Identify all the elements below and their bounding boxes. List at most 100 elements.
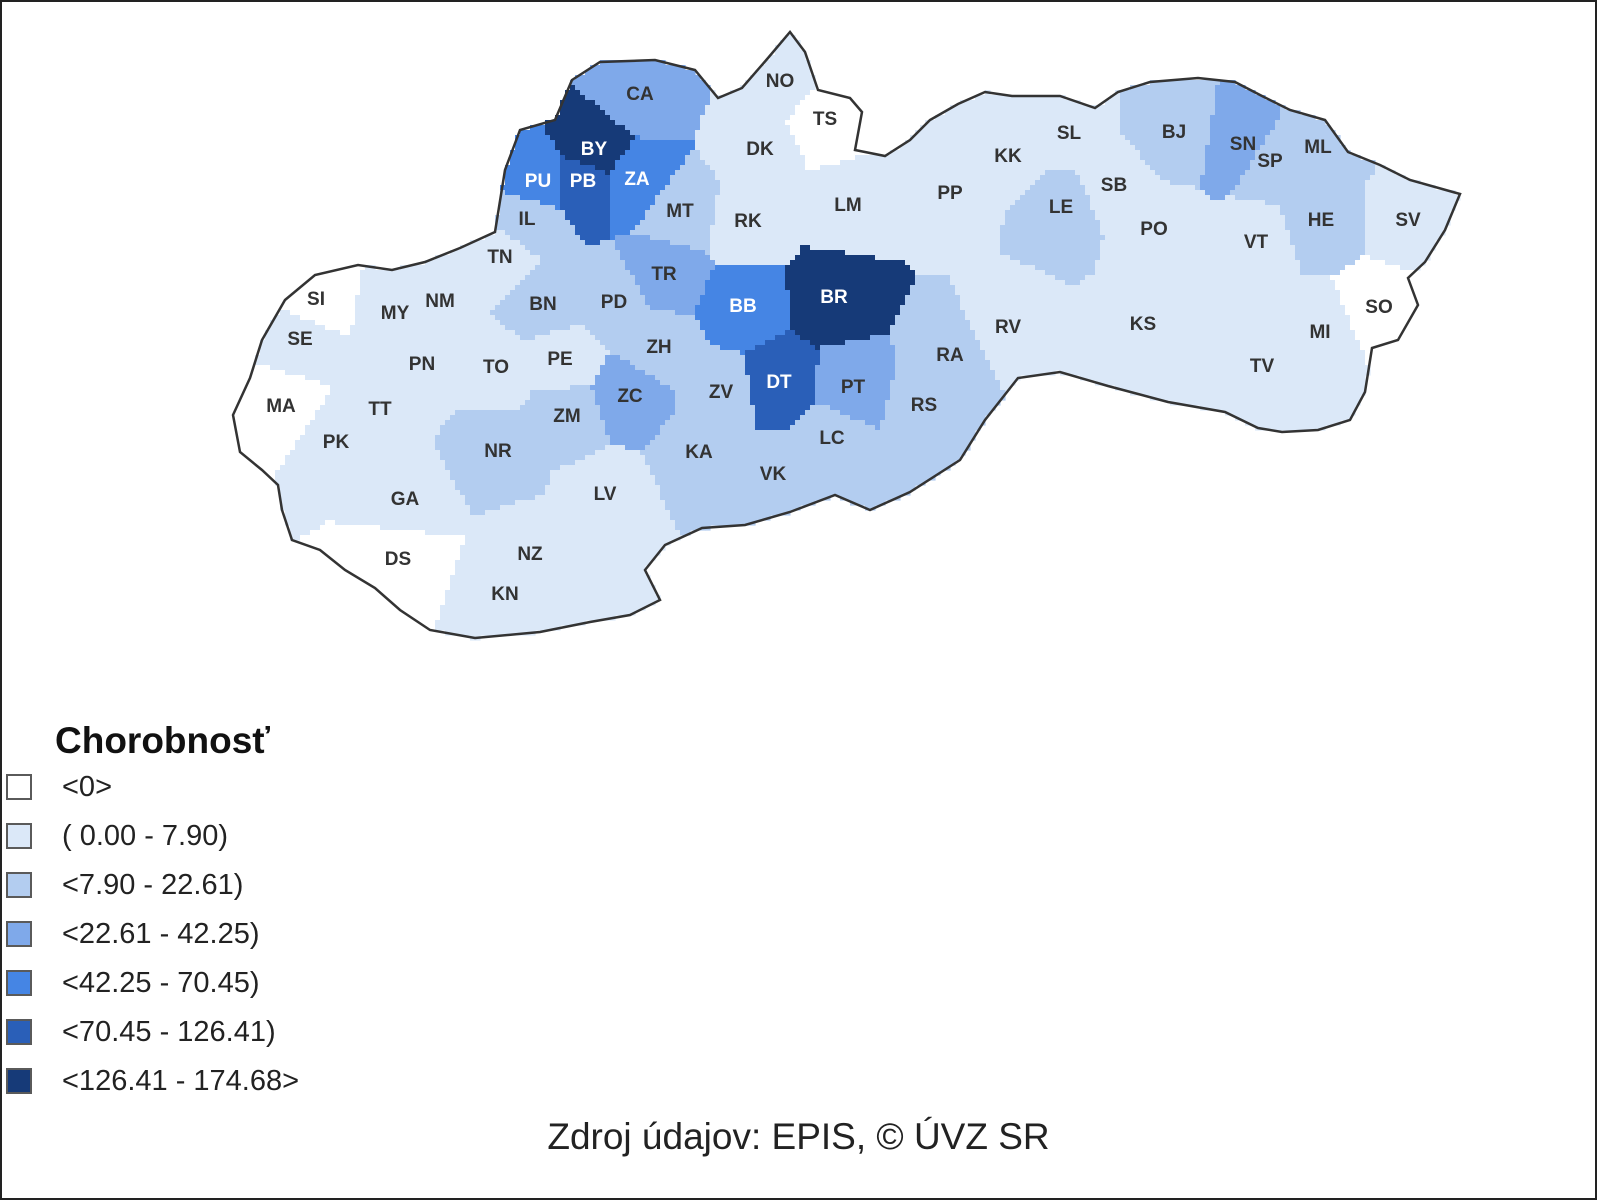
district-area-ml [1340,165,1346,171]
district-area-he [1330,200,1336,206]
district-area-he [1285,200,1291,206]
district-area-dk [750,170,756,176]
district-area-za [635,195,641,201]
district-area-dk [795,165,801,171]
district-area-rk [765,210,771,216]
district-area-sn [1240,150,1246,156]
district-area-ca [660,75,666,81]
district-area-ts [825,110,831,116]
district-area-dk [770,140,776,146]
district-area-lm [830,190,836,196]
district-area-le [1045,215,1051,221]
district-area-sl [1095,110,1101,116]
district-area-mt [685,170,691,176]
district-area-pp [910,185,916,191]
district-area-dk [750,130,756,136]
district-area-dk [760,155,766,161]
district-area-mt [685,165,691,171]
district-area-dk [755,165,761,171]
district-area-sn [1270,125,1276,131]
district-area-lm [890,150,896,156]
district-area-kk [990,170,996,176]
district-area-ca [615,115,621,121]
district-area-lm [890,220,896,226]
district-area-za [640,180,646,186]
district-area-bj [1175,125,1181,131]
district-area-sp [1275,155,1281,161]
district-area-il [535,215,541,221]
district-area-bj [1155,125,1161,131]
district-area-ml [1360,175,1366,181]
district-area-vt [1275,215,1281,221]
district-area-mt [690,160,696,166]
district-area-sl [1025,100,1031,106]
district-area-lm [875,200,881,206]
district-area-il [555,220,561,226]
district-area-sb [1105,185,1111,191]
district-area-kk [1025,150,1031,156]
district-area-bj [1160,110,1166,116]
district-area-mt [690,230,696,236]
district-area-he [1355,195,1361,201]
district-area-rk [720,200,726,206]
district-area-vt [1265,230,1271,236]
district-area-rk [735,220,741,226]
district-area-bj [1145,140,1151,146]
district-area-lm [875,155,881,161]
district-area-sl [1070,160,1076,166]
district-area-vt [1235,220,1241,226]
district-area-sv [1375,225,1381,231]
district-area-ml [1310,165,1316,171]
district-area-sn [1250,145,1256,151]
district-area-mt [650,225,656,231]
district-area-pb [600,215,606,221]
district-area-bj [1200,105,1206,111]
district-area-le [1080,200,1086,206]
district-area-vt [1225,210,1231,216]
district-area-za [650,165,656,171]
district-area-sp [1275,135,1281,141]
district-area-pu [540,175,546,181]
district-area-kk [970,105,976,111]
district-area-mt [710,220,716,226]
district-area-no [770,55,776,61]
district-area-sp [1285,145,1291,151]
district-area-no [790,110,796,116]
district-area-le [1045,170,1051,176]
district-area-pp [930,135,936,141]
district-area-by [615,155,621,161]
district-area-le [1070,200,1076,206]
district-area-ts [810,165,816,171]
district-area-ts [845,145,851,151]
district-area-ca [620,85,626,91]
district-area-by [575,100,581,106]
district-area-sv [1390,170,1396,176]
district-area-sl [1040,95,1046,101]
district-area-bj [1205,85,1211,91]
district-area-ca [620,70,626,76]
district-area-pp [905,155,911,161]
district-area-dk [735,170,741,176]
district-area-he [1340,190,1346,196]
district-area-by [585,135,591,141]
district-area-pb [600,230,606,236]
district-area-kk [1010,110,1016,116]
district-area-kk [1020,120,1026,126]
district-area-by [575,105,581,111]
district-area-dk [755,135,761,141]
district-area-ca [680,75,686,81]
district-area-ca [645,70,651,76]
district-area-sn [1240,140,1246,146]
district-area-sl [1105,120,1111,126]
district-area-dk [775,130,781,136]
district-area-vt [1270,225,1276,231]
district-area-ml [1295,155,1301,161]
district-area-il [540,220,546,226]
district-area-sv [1410,210,1416,216]
district-area-ca [660,105,666,111]
district-area-by [610,160,616,166]
district-area-il [505,220,511,226]
district-area-kk [980,130,986,136]
district-area-po [1170,185,1176,191]
district-area-kk [1010,185,1016,191]
